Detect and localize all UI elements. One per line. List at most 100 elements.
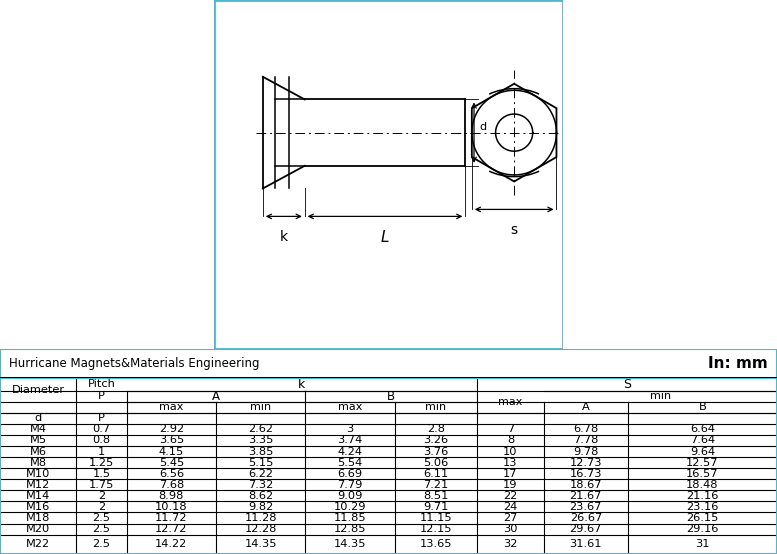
Text: 14.22: 14.22 [155, 539, 187, 550]
Text: 16.73: 16.73 [570, 469, 602, 479]
Text: 10: 10 [503, 447, 517, 456]
Text: 11.15: 11.15 [420, 513, 452, 523]
Text: In: mm: In: mm [708, 356, 768, 371]
Text: M20: M20 [26, 524, 51, 534]
Text: 16.57: 16.57 [686, 469, 719, 479]
Text: d: d [479, 122, 486, 132]
Text: 8.51: 8.51 [423, 491, 448, 501]
Text: 1: 1 [98, 447, 105, 456]
Text: 7.68: 7.68 [159, 480, 184, 490]
Text: 7: 7 [507, 424, 514, 434]
Text: 3.76: 3.76 [423, 447, 448, 456]
Text: M8: M8 [30, 458, 47, 468]
Text: 12.73: 12.73 [570, 458, 602, 468]
Text: 6.22: 6.22 [248, 469, 274, 479]
Text: 4.24: 4.24 [337, 447, 363, 456]
Text: B: B [699, 402, 706, 412]
Text: 1.75: 1.75 [89, 480, 114, 490]
Text: Pitch: Pitch [88, 379, 115, 389]
Text: 2.5: 2.5 [92, 513, 110, 523]
Text: 31.61: 31.61 [570, 539, 602, 550]
Text: 7.32: 7.32 [248, 480, 274, 490]
Text: 12.28: 12.28 [245, 524, 277, 534]
Text: 5.45: 5.45 [159, 458, 184, 468]
Text: 6.64: 6.64 [690, 424, 715, 434]
Text: 10.18: 10.18 [155, 502, 187, 512]
Text: 31: 31 [695, 539, 709, 550]
Text: A: A [582, 402, 590, 412]
Text: 7.79: 7.79 [337, 480, 363, 490]
Text: S: S [623, 378, 631, 391]
Text: M18: M18 [26, 513, 51, 523]
Text: 3.65: 3.65 [159, 435, 184, 445]
Text: 1.25: 1.25 [89, 458, 114, 468]
Text: 30: 30 [503, 524, 517, 534]
Text: 0.8: 0.8 [92, 435, 110, 445]
Text: 12.15: 12.15 [420, 524, 452, 534]
Text: M22: M22 [26, 539, 51, 550]
Text: 23.16: 23.16 [686, 502, 719, 512]
Text: 9.09: 9.09 [337, 491, 363, 501]
Text: min: min [425, 402, 447, 412]
Text: 18.48: 18.48 [686, 480, 719, 490]
Text: 0.7: 0.7 [92, 424, 110, 434]
Text: M14: M14 [26, 491, 51, 501]
Text: 3.74: 3.74 [337, 435, 363, 445]
Text: 10.29: 10.29 [334, 502, 366, 512]
Text: 18.67: 18.67 [570, 480, 602, 490]
Text: B: B [387, 389, 395, 403]
Text: L: L [381, 230, 389, 245]
Text: P: P [98, 413, 105, 423]
Text: 19: 19 [503, 480, 517, 490]
Text: 29.16: 29.16 [686, 524, 719, 534]
Text: 21.16: 21.16 [686, 491, 719, 501]
Text: 9.64: 9.64 [690, 447, 715, 456]
Text: 11.28: 11.28 [245, 513, 277, 523]
Text: 4.15: 4.15 [159, 447, 184, 456]
Text: 8: 8 [507, 435, 514, 445]
Text: 3.26: 3.26 [423, 435, 448, 445]
Text: 23.67: 23.67 [570, 502, 602, 512]
Text: d: d [34, 413, 42, 423]
Text: 7.64: 7.64 [690, 435, 715, 445]
Text: 3.35: 3.35 [248, 435, 274, 445]
Text: 6.69: 6.69 [337, 469, 363, 479]
Text: 6.56: 6.56 [159, 469, 184, 479]
Text: Hurricane Magnets&Materials Engineering: Hurricane Magnets&Materials Engineering [9, 357, 260, 370]
Text: min: min [250, 402, 271, 412]
Text: 7.21: 7.21 [423, 480, 448, 490]
Text: M4: M4 [30, 424, 47, 434]
Text: 13: 13 [503, 458, 517, 468]
Text: 14.35: 14.35 [334, 539, 366, 550]
Text: 2.5: 2.5 [92, 539, 110, 550]
Text: 26.67: 26.67 [570, 513, 602, 523]
Text: 5.06: 5.06 [423, 458, 448, 468]
Text: 27: 27 [503, 513, 517, 523]
Text: M6: M6 [30, 447, 47, 456]
Text: M12: M12 [26, 480, 51, 490]
Text: 2.92: 2.92 [159, 424, 184, 434]
Text: 9.78: 9.78 [573, 447, 598, 456]
Text: 11.85: 11.85 [334, 513, 366, 523]
Text: 21.67: 21.67 [570, 491, 602, 501]
Text: 8.62: 8.62 [248, 491, 274, 501]
Text: 1.5: 1.5 [92, 469, 110, 479]
Text: max: max [159, 402, 183, 412]
Text: s: s [510, 223, 517, 237]
Text: k: k [280, 230, 287, 244]
Text: 24: 24 [503, 502, 517, 512]
Text: 29.67: 29.67 [570, 524, 602, 534]
Text: 26.15: 26.15 [686, 513, 719, 523]
Text: M5: M5 [30, 435, 47, 445]
Text: 14.35: 14.35 [245, 539, 277, 550]
Text: 6.78: 6.78 [573, 424, 598, 434]
Text: 12.57: 12.57 [686, 458, 719, 468]
Text: 22: 22 [503, 491, 517, 501]
Text: 12.72: 12.72 [155, 524, 187, 534]
Text: min: min [650, 391, 671, 401]
Text: 9.71: 9.71 [423, 502, 448, 512]
Text: 3.85: 3.85 [248, 447, 274, 456]
Text: A: A [212, 389, 220, 403]
Text: M10: M10 [26, 469, 51, 479]
Text: 2: 2 [98, 502, 105, 512]
